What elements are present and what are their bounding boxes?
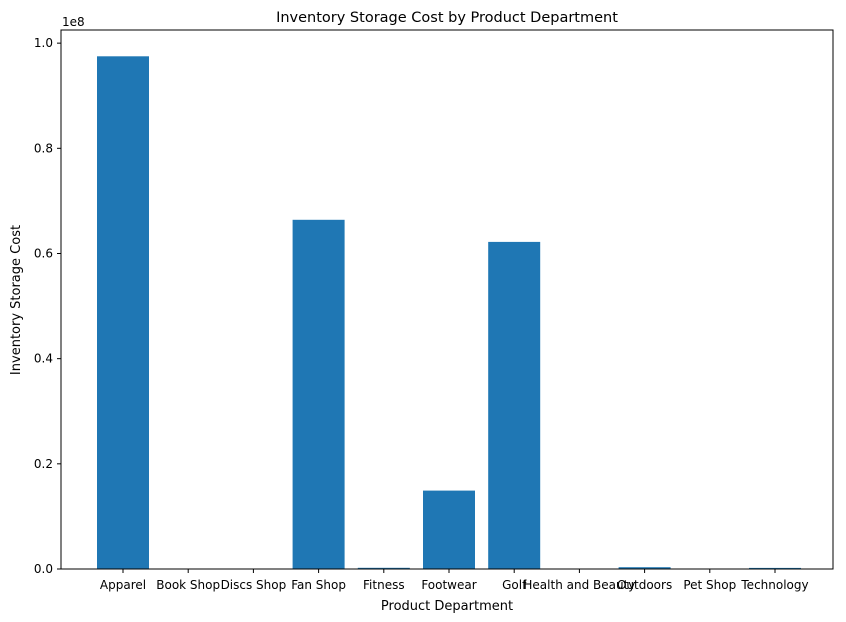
bars-group [97,56,801,570]
y-offset-label: 1e8 [62,15,85,29]
y-tick-label: 0.4 [34,352,53,366]
y-axis-label: Inventory Storage Cost [9,225,24,375]
bar-apparel [97,56,149,570]
bar-fitness [357,567,410,569]
bar-golf [488,241,541,569]
x-tick-label: Pet Shop [683,578,736,592]
x-tick-label: Health and Beauty [523,578,635,592]
x-axis-label: Product Department [381,599,513,614]
bar-footwear [423,490,475,569]
x-tick-label: Outdoors [617,578,672,592]
y-tick-label: 0.6 [34,246,53,260]
y-tick-label: 0.2 [34,457,53,471]
bar-fan-shop [292,219,345,570]
y-tick-label: 0.8 [34,141,53,155]
x-tick-label: Apparel [100,578,146,592]
x-tick-label: Technology [740,578,808,592]
x-tick-label: Fan Shop [291,578,346,592]
y-axis-ticks: 0.0 0.2 0.4 0.6 0.8 1.0 [34,36,61,576]
chart-title: Inventory Storage Cost by Product Depart… [276,10,618,26]
y-tick-label: 1.0 [34,36,53,50]
x-tick-label: Discs Shop [221,578,287,592]
x-tick-label: Footwear [421,578,476,592]
x-tick-label: Fitness [363,578,405,592]
x-axis-ticks: Apparel Book Shop Discs Shop Fan Shop Fitnes… [100,569,809,592]
bar-outdoors [618,567,671,569]
x-tick-label: Golf [502,578,527,592]
bar-technology [749,567,801,569]
x-tick-label: Book Shop [156,578,220,592]
y-tick-label: 0.0 [34,562,53,576]
plot-frame [60,29,834,570]
